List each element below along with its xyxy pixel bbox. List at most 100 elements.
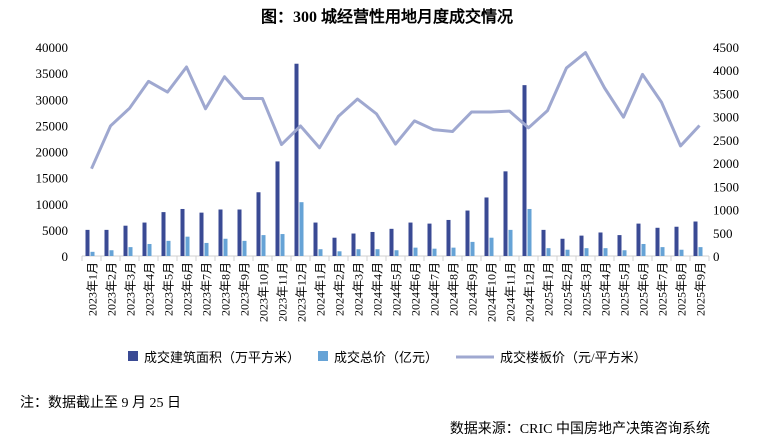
x-tick-label: 2024年10月 [485,262,499,322]
bar-total-price [451,247,456,256]
left-tick-label: 25000 [36,118,69,133]
legend-swatch-area [128,351,138,361]
x-tick-label: 2025年6月 [637,262,651,316]
bar-area [199,212,204,256]
right-tick-label: 2500 [713,133,739,148]
footnote: 注：数据截止至 9 月 25 日 [20,396,181,411]
right-tick-label: 0 [713,249,720,264]
right-tick-label: 1500 [713,179,739,194]
x-tick-label: 2023年9月 [238,262,252,316]
x-tick-label: 2025年7月 [656,262,670,316]
bar-area [541,229,546,256]
bar-total-price [109,250,114,256]
bar-area [560,238,565,256]
chart-svg: 0500010000150002000025000300003500040000… [36,40,740,365]
bar-area [408,222,413,256]
bar-total-price [318,249,323,256]
left-tick-label: 40000 [36,40,69,55]
bar-total-price [223,238,228,256]
bar-total-price [128,247,133,256]
bar-area [446,219,451,256]
x-tick-label: 2024年7月 [428,262,442,316]
bar-total-price [204,242,209,256]
bar-area [389,228,394,256]
bar-area [237,209,242,256]
bar-total-price [356,249,361,256]
bar-area [465,210,470,256]
x-tick-label: 2025年8月 [675,262,689,316]
bar-total-price [280,234,285,256]
data-source: 数据来源：CRIC 中国房地产决策咨询系统 [449,422,710,437]
left-tick-label: 5000 [42,223,68,238]
x-tick-label: 2024年1月 [314,262,328,316]
x-tick-label: 2024年9月 [466,262,480,316]
bar-area [161,212,166,256]
bar-area [693,221,698,256]
bar-area [598,232,603,256]
bar-total-price [261,235,266,256]
bar-total-price [679,249,684,256]
bar-total-price [489,237,494,256]
bar-total-price [641,243,646,256]
bar-total-price [90,251,95,256]
x-tick-label: 2023年5月 [162,262,176,316]
left-tick-label: 15000 [36,171,69,186]
x-tick-label: 2025年5月 [618,262,632,316]
bar-area [427,223,432,256]
bar-area [104,229,109,256]
bar-total-price [375,249,380,256]
x-tick-label: 2025年4月 [599,262,613,316]
x-tick-label: 2024年4月 [371,262,385,316]
line-floor-price [90,51,701,170]
bar-total-price [698,247,703,256]
legend-label-area: 成交建筑面积（万平方米） [144,350,300,365]
right-tick-label: 3500 [713,86,739,101]
bar-area [674,226,679,256]
bar-area [313,222,318,256]
right-tick-label: 4500 [713,40,739,55]
right-tick-label: 3000 [713,110,739,125]
bar-area [218,209,223,256]
x-tick-label: 2023年10月 [257,262,271,322]
bar-total-price [470,241,475,256]
left-tick-label: 20000 [36,145,69,160]
bar-total-price [584,248,589,256]
bar-total-price [565,249,570,256]
bar-total-price [147,243,152,256]
bar-total-price [242,240,247,256]
bar-total-price [299,202,304,256]
left-tick-label: 0 [62,249,69,264]
x-tick-label: 2023年11月 [276,262,290,322]
bar-area [522,85,527,256]
bar-area [484,197,489,256]
x-tick-label: 2024年11月 [504,262,518,322]
x-tick-label: 2025年9月 [694,262,708,316]
bar-total-price [603,248,608,256]
bar-area [294,63,299,256]
bar-area [123,225,128,256]
x-tick-label: 2025年1月 [542,262,556,316]
x-tick-label: 2023年8月 [219,262,233,316]
bar-area [636,223,641,256]
legend-label-price: 成交楼板价（元/平方米） [500,350,647,365]
right-tick-label: 500 [713,226,733,241]
x-tick-label: 2025年2月 [561,262,575,316]
x-tick-label: 2024年2月 [333,262,347,316]
bar-area [617,235,622,256]
x-tick-label: 2024年3月 [352,262,366,316]
bar-total-price [432,248,437,256]
x-tick-label: 2025年3月 [580,262,594,316]
bar-total-price [508,229,513,256]
bar-area [142,222,147,256]
bar-area [370,231,375,256]
bar-total-price [166,240,171,256]
bar-total-price [660,247,665,256]
x-tick-label: 2024年5月 [390,262,404,316]
right-tick-label: 4000 [713,63,739,78]
legend-swatch-total [318,351,328,361]
right-tick-label: 2000 [713,156,739,171]
x-tick-label: 2023年7月 [200,262,214,316]
x-tick-label: 2023年2月 [105,262,119,316]
left-tick-label: 30000 [36,92,69,107]
